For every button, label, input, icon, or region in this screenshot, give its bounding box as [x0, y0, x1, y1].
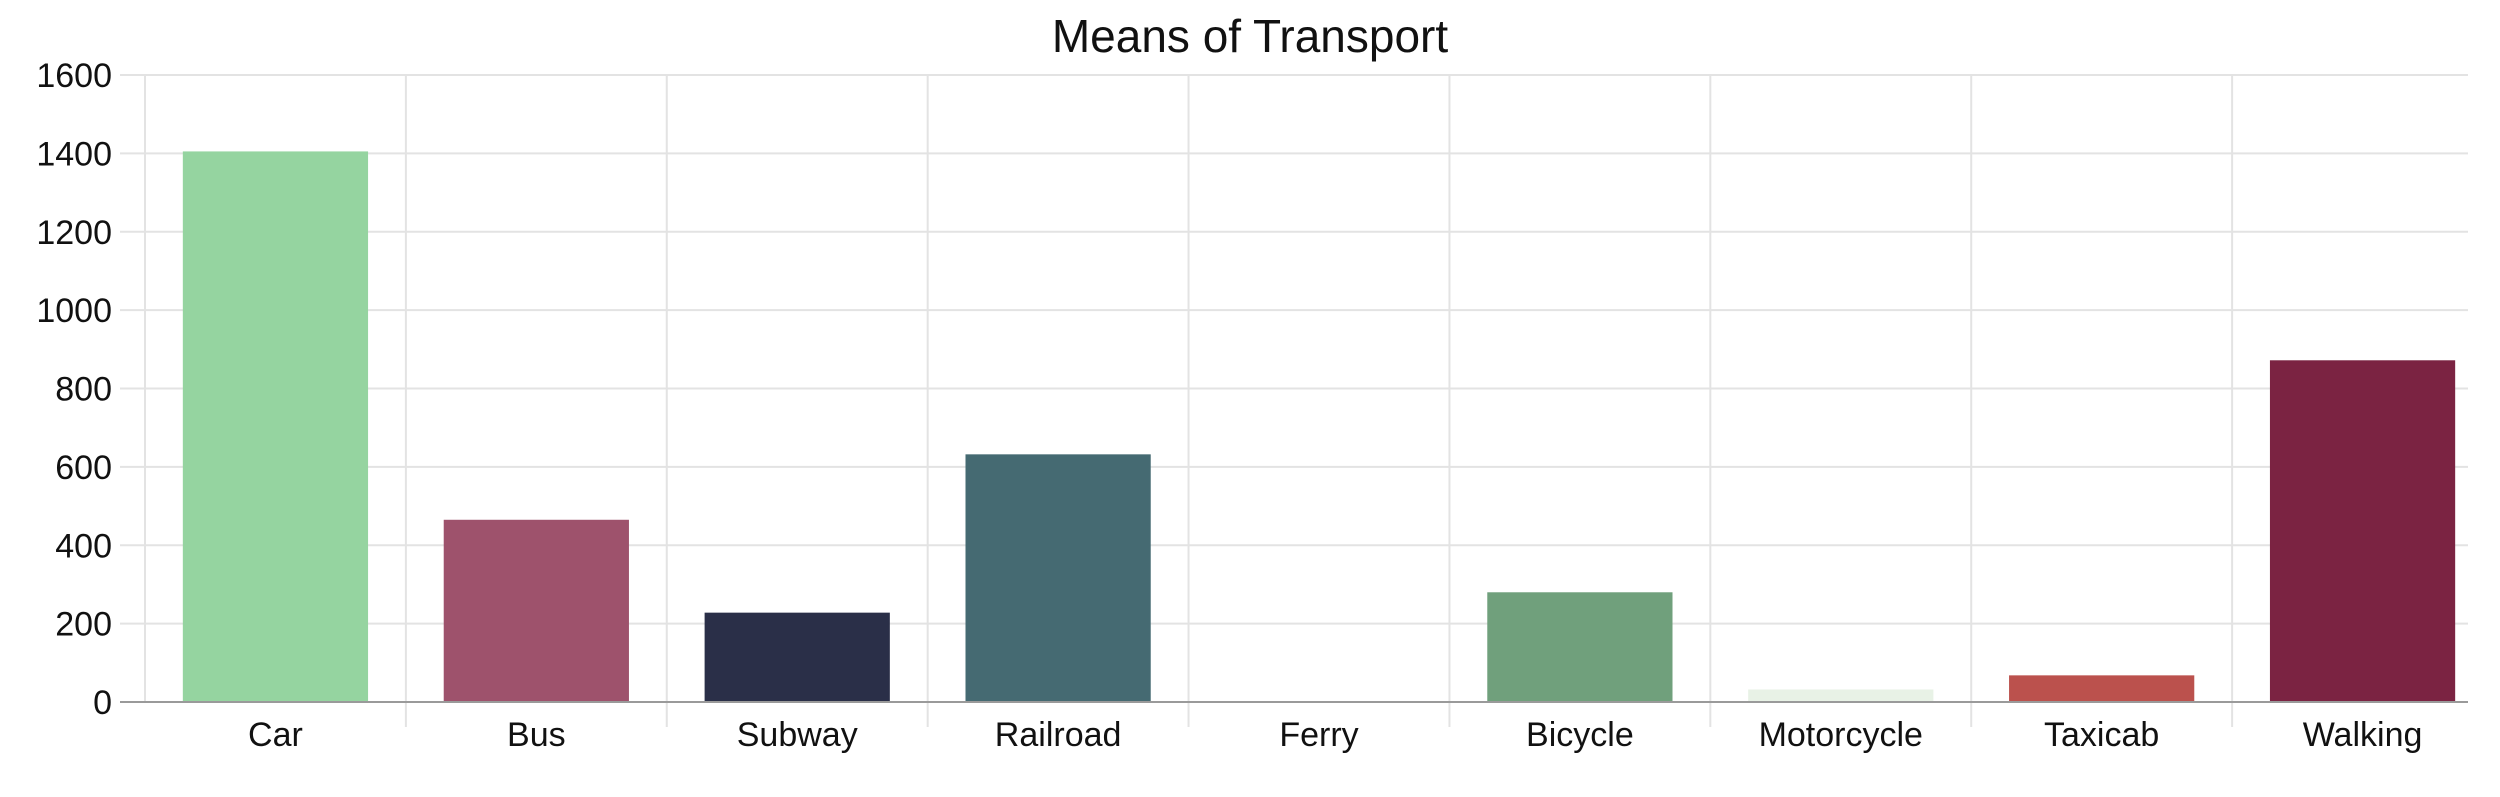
y-tick-label: 200 [55, 606, 112, 644]
x-tick-label: Bicycle [1526, 716, 1634, 754]
x-tick-label: Railroad [995, 716, 1122, 754]
x-tick-label: Bus [507, 716, 566, 754]
bar-car [182, 151, 369, 702]
y-tick-label: 1400 [36, 135, 112, 173]
bar-subway [704, 612, 890, 702]
bars [182, 151, 2456, 702]
y-tick-label: 1600 [36, 57, 112, 95]
chart-title: Means of Transport [1052, 10, 1449, 62]
y-tick-label: 1200 [36, 214, 112, 252]
x-tick-label: Walking [2303, 716, 2423, 754]
x-tick-label: Subway [737, 716, 858, 754]
x-gridlines [144, 75, 2234, 727]
x-tick-label: Ferry [1279, 716, 1358, 754]
x-tick-label: Motorcycle [1759, 716, 1923, 754]
y-tick-label: 1000 [36, 292, 112, 330]
x-tick-label: Taxicab [2044, 716, 2159, 754]
y-tick-label: 400 [55, 527, 112, 565]
bar-bicycle [1487, 592, 1673, 702]
y-tick-label: 600 [55, 449, 112, 487]
bar-walking [2269, 360, 2456, 702]
x-axis-ticks: Car Bus Subway Railroad Ferry Bicycle Motorcyc… [248, 716, 2422, 754]
bar-taxicab [2009, 675, 2195, 702]
y-axis-ticks: 0 200 400 600 800 1000 1200 1400 1600 [36, 57, 112, 722]
x-tick-label: Car [248, 716, 303, 754]
y-tick-label: 800 [55, 371, 112, 409]
y-tick-label: 0 [93, 684, 112, 722]
bar-railroad [965, 454, 1151, 702]
bar-motorcycle [1748, 689, 1934, 702]
bar-bus [443, 519, 629, 702]
